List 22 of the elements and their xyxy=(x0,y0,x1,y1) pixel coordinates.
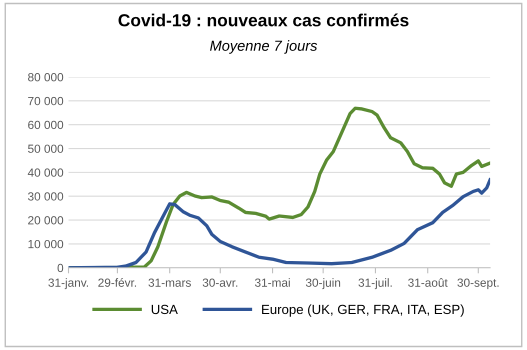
x-tick-label: 31-août xyxy=(408,278,448,287)
legend-label: USA xyxy=(152,304,178,314)
x-tick-label: 31-mai xyxy=(254,278,290,287)
y-tick-label: 70 000 xyxy=(28,96,64,106)
y-tick-label: 30 000 xyxy=(28,192,64,201)
chart-title: Covid-19 : nouveaux cas confirmés xyxy=(118,14,408,26)
y-tick-label: 0 xyxy=(58,264,64,272)
chart-subtitle: Moyenne 7 jours xyxy=(210,40,318,54)
x-tick-label: 30-sept. xyxy=(457,278,499,290)
x-tick-label: 31-mars xyxy=(148,278,191,287)
y-tick-label: 80 000 xyxy=(28,73,64,82)
x-tick-label: 29-févr. xyxy=(98,278,136,287)
x-tick-label: 31-juil. xyxy=(358,278,392,290)
y-tick-label: 40 000 xyxy=(28,168,64,177)
x-tick-label: 31-janv. xyxy=(48,278,88,290)
y-tick-label: 50 000 xyxy=(28,144,64,153)
y-tick-label: 10 000 xyxy=(28,240,64,248)
y-tick-label: 60 000 xyxy=(28,120,64,130)
x-tick-label: 30-avr. xyxy=(202,278,238,287)
legend-label: Europe (UK, GER, FRA, ITA, ESP) xyxy=(262,304,464,317)
x-tick-label: 30-juin xyxy=(306,278,340,290)
y-tick-label: 20 000 xyxy=(28,216,64,224)
